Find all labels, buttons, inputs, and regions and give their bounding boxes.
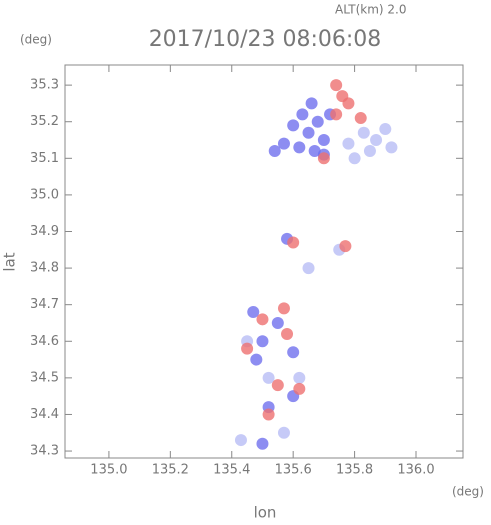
y-tick-label: 35.0 [30, 187, 59, 202]
y-tick-label: 34.5 [30, 370, 59, 385]
data-point [268, 144, 281, 157]
data-point [342, 97, 355, 110]
y-tick-label: 34.6 [30, 334, 59, 349]
data-point [305, 97, 318, 110]
data-point [250, 353, 263, 366]
data-point [348, 152, 361, 165]
x-tick-label: 136.0 [397, 463, 434, 478]
x-tick-label: 135.4 [213, 463, 250, 478]
data-point [330, 108, 343, 121]
data-point [281, 327, 294, 340]
data-point [330, 79, 343, 92]
data-point [379, 123, 392, 136]
data-point [293, 141, 306, 154]
data-point [308, 144, 321, 157]
plot-frame [64, 64, 464, 459]
chart-title: 2017/10/23 08:06:08 [149, 27, 382, 52]
data-point [293, 371, 306, 384]
data-point [317, 134, 330, 147]
data-point [311, 115, 324, 128]
data-point [277, 426, 290, 439]
y-tick-label: 34.4 [30, 407, 59, 422]
data-point [271, 379, 284, 392]
y-unit: (deg) [20, 33, 52, 47]
data-point [302, 126, 315, 139]
x-label: lon [254, 504, 277, 522]
data-point [247, 305, 260, 318]
data-point [256, 313, 269, 326]
data-point [277, 137, 290, 150]
annotation: ALT(km) 2.0 [335, 3, 406, 17]
data-point [287, 119, 300, 132]
x-tick-label: 135.2 [152, 463, 189, 478]
data-point [256, 335, 269, 348]
data-point [287, 236, 300, 249]
data-point [293, 382, 306, 395]
x-unit: (deg) [452, 485, 484, 499]
y-label: lat [1, 252, 19, 271]
data-point [354, 112, 367, 125]
data-point [234, 434, 247, 447]
x-tick-label: 135.6 [275, 463, 312, 478]
data-point [363, 144, 376, 157]
y-tick-label: 35.2 [30, 114, 59, 129]
data-point [357, 126, 370, 139]
y-tick-label: 35.3 [30, 78, 59, 93]
data-point [271, 316, 284, 329]
data-point [296, 108, 309, 121]
data-point [339, 240, 352, 253]
x-tick-label: 135.0 [90, 463, 127, 478]
data-point [287, 346, 300, 359]
data-point [256, 437, 269, 450]
data-point [277, 302, 290, 315]
y-tick-label: 34.9 [30, 224, 59, 239]
data-point [342, 137, 355, 150]
y-tick-label: 34.8 [30, 261, 59, 276]
data-point [302, 262, 315, 275]
x-tick-label: 135.8 [336, 463, 373, 478]
y-tick-label: 35.1 [30, 151, 59, 166]
data-point [385, 141, 398, 154]
data-point [317, 152, 330, 165]
data-point [262, 408, 275, 421]
y-tick-label: 34.3 [30, 444, 59, 459]
data-point [262, 371, 275, 384]
data-point [370, 134, 383, 147]
data-point [241, 342, 254, 355]
y-tick-label: 34.7 [30, 297, 59, 312]
